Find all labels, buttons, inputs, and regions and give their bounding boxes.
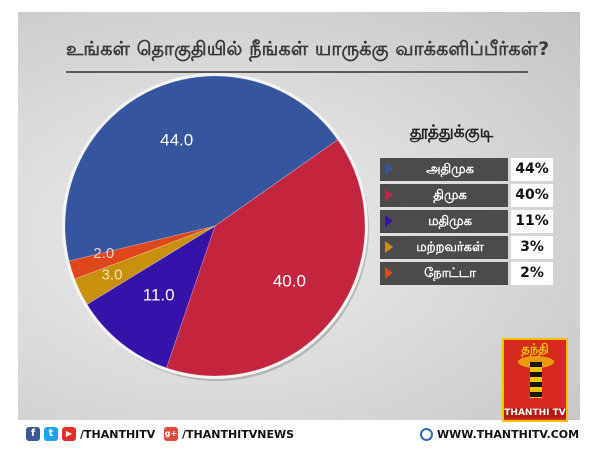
logo-top-text: தந்தி [521, 342, 549, 357]
news-handle-group: g+ /THANTHITVNEWS [164, 426, 294, 442]
pie-slice-3 [86, 225, 216, 369]
facebook-icon[interactable]: f [26, 427, 40, 441]
legend-label: திமுக [380, 184, 508, 207]
legend-item: திமுக 40% [380, 184, 560, 207]
legend-value: 44% [511, 158, 553, 181]
website-group: WWW.THANTHITV.COM [420, 426, 579, 442]
globe-icon [420, 427, 433, 441]
legend-label-text: மற்றவர்கள் [416, 240, 484, 255]
footer-bar: f t ▶ /THANTHITV g+ /THANTHITVNEWS WWW.T… [18, 424, 580, 444]
legend-label: மதிமுக [380, 210, 508, 233]
legend-value: 40% [511, 184, 553, 207]
title-underline [66, 71, 528, 73]
legend-label-text: அதிமுக [426, 162, 474, 177]
pie-slice-label-2: 40.0 [273, 271, 306, 290]
youtube-icon[interactable]: ▶ [62, 427, 76, 441]
legend-label: மற்றவர்கள் [380, 236, 508, 259]
website-link[interactable]: WWW.THANTHITV.COM [437, 427, 580, 441]
legend-label-text: மதிமுக [428, 214, 472, 229]
legend-value: 3% [511, 236, 553, 259]
legend-item: மற்றவர்கள் 3% [380, 236, 560, 259]
pie-slice-label-3: 11.0 [143, 286, 175, 305]
social-handle-group: f t ▶ /THANTHITV [26, 426, 155, 442]
pie-slice-label-5: 2.0 [93, 245, 114, 262]
legend-item: அதிமுக 44% [380, 158, 560, 181]
pie-slice-label-4: 3.0 [102, 266, 123, 283]
legend-value: 11% [511, 210, 553, 233]
legend-label: நோட்டா [380, 262, 508, 285]
legend-value: 2% [511, 262, 553, 285]
legend-rows: அதிமுக 44% திமுக 40% மதிமுக 11% மற்றவர்கள் 3% நோ… [380, 158, 560, 285]
legend-arrow-icon [385, 163, 393, 175]
legend-item: மதிமுக 11% [380, 210, 560, 233]
pie-slice-2 [165, 139, 366, 377]
legend-label: அதிமுக [380, 158, 508, 181]
legend-label-text: நோட்டா [424, 266, 476, 281]
chart-title: உங்கள் தொகுதியில் நீங்கள் யாருக்கு வாக்க… [66, 38, 550, 60]
legend-arrow-icon [385, 267, 393, 279]
legend-arrow-icon [385, 189, 393, 201]
lighthouse-icon [530, 362, 542, 398]
pie-slice-label-1: 44.0 [160, 131, 193, 150]
legend-item: நோட்டா 2% [380, 262, 560, 285]
social-handle[interactable]: /THANTHITV [80, 427, 156, 441]
legend: தூத்துக்குடி அதிமுக 44% திமுக 40% மதிமுக 11% ம… [380, 122, 560, 288]
pie-slice-5 [68, 225, 216, 280]
legend-label-text: திமுக [433, 188, 467, 203]
news-handle[interactable]: /THANTHITVNEWS [182, 427, 295, 441]
google-plus-icon[interactable]: g+ [164, 427, 178, 441]
pie-slice-4 [74, 225, 216, 305]
legend-title: தூத்துக்குடி [410, 122, 494, 142]
legend-arrow-icon [385, 241, 393, 253]
twitter-icon[interactable]: t [44, 427, 58, 441]
legend-arrow-icon [385, 215, 393, 227]
logo-bottom-text: THANTHI TV [504, 408, 566, 418]
pie-slice-1 [64, 75, 339, 262]
thanthi-tv-logo: தந்தி THANTHI TV [502, 338, 568, 422]
